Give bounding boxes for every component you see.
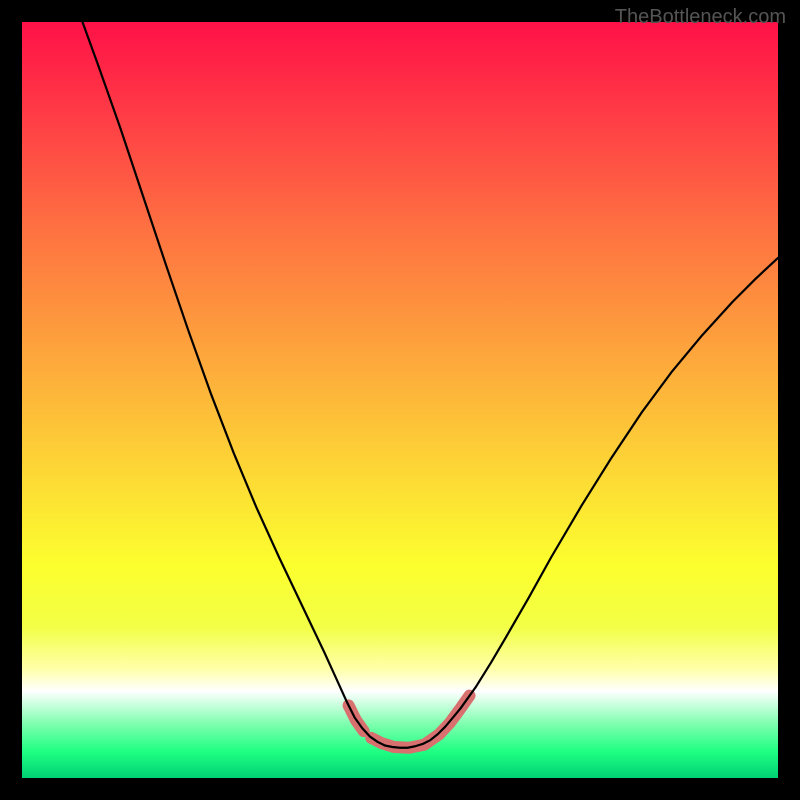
plot-area — [22, 22, 778, 778]
bottleneck-chart — [0, 0, 800, 800]
watermark-text: TheBottleneck.com — [615, 6, 786, 29]
chart-frame: TheBottleneck.com — [0, 0, 800, 800]
